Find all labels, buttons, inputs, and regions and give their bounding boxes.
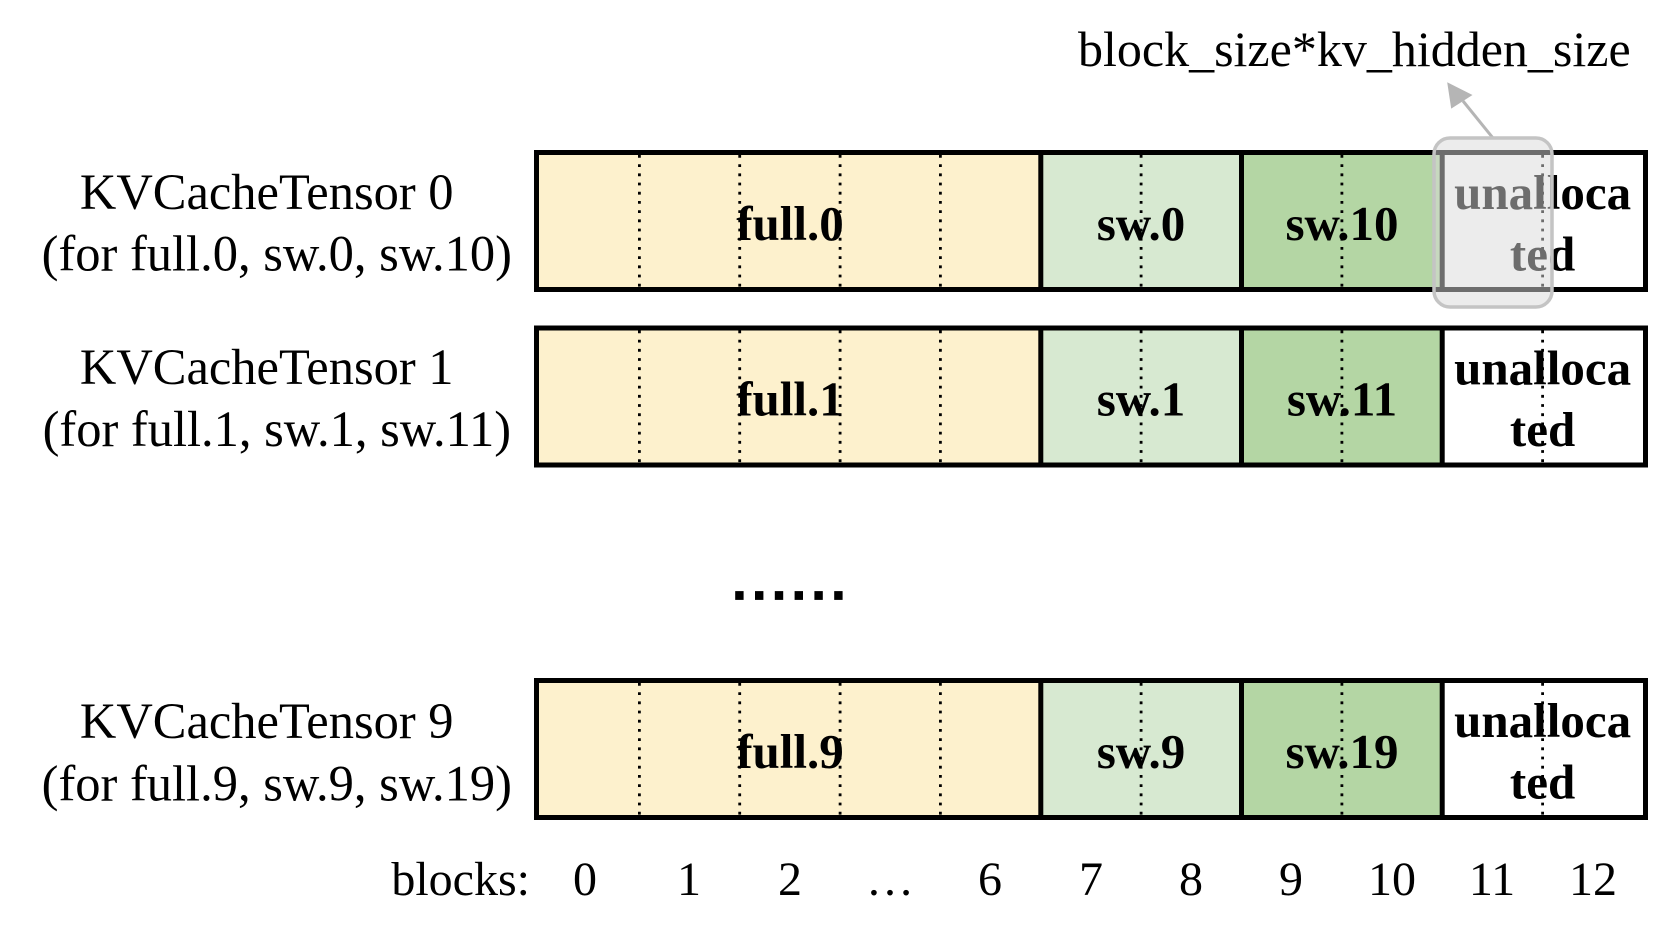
- svg-text:ted: ted: [1510, 755, 1575, 810]
- svg-text:ted: ted: [1510, 402, 1575, 457]
- svg-text:12: 12: [1569, 853, 1617, 906]
- svg-text:block_size*kv_hidden_size: block_size*kv_hidden_size: [1078, 21, 1631, 77]
- svg-text:1: 1: [677, 853, 701, 906]
- svg-text:KVCacheTensor 9: KVCacheTensor 9: [80, 693, 454, 749]
- svg-text:full.1: full.1: [736, 372, 844, 427]
- svg-text:10: 10: [1368, 853, 1416, 906]
- svg-text:(for full.9, sw.9, sw.19): (for full.9, sw.9, sw.19): [42, 756, 512, 812]
- svg-text:unalloca: unalloca: [1454, 693, 1631, 748]
- svg-text:(for full.0, sw.0, sw.10): (for full.0, sw.0, sw.10): [42, 225, 512, 281]
- svg-text:KVCacheTensor 1: KVCacheTensor 1: [80, 339, 454, 395]
- svg-text:sw.9: sw.9: [1097, 724, 1186, 779]
- svg-text:11: 11: [1469, 853, 1515, 906]
- svg-text:sw.1: sw.1: [1097, 372, 1186, 427]
- svg-text:full.9: full.9: [736, 724, 844, 779]
- svg-text:KVCacheTensor 0: KVCacheTensor 0: [80, 164, 454, 220]
- svg-text:unalloca: unalloca: [1454, 341, 1631, 396]
- svg-text:sw.11: sw.11: [1287, 372, 1397, 427]
- svg-text:…: …: [866, 853, 914, 906]
- svg-text:sw.10: sw.10: [1285, 196, 1398, 251]
- svg-text:2: 2: [778, 853, 802, 906]
- svg-text:6: 6: [978, 853, 1002, 906]
- svg-text:full.0: full.0: [736, 196, 844, 251]
- svg-text:blocks:: blocks:: [391, 853, 530, 906]
- svg-text:sw.19: sw.19: [1285, 724, 1398, 779]
- svg-text:(for full.1, sw.1, sw.11): (for full.1, sw.1, sw.11): [43, 401, 511, 457]
- svg-text:8: 8: [1179, 853, 1203, 906]
- svg-text:7: 7: [1079, 853, 1103, 906]
- svg-text:0: 0: [573, 853, 597, 906]
- svg-text:9: 9: [1279, 853, 1303, 906]
- svg-text:sw.0: sw.0: [1097, 196, 1186, 251]
